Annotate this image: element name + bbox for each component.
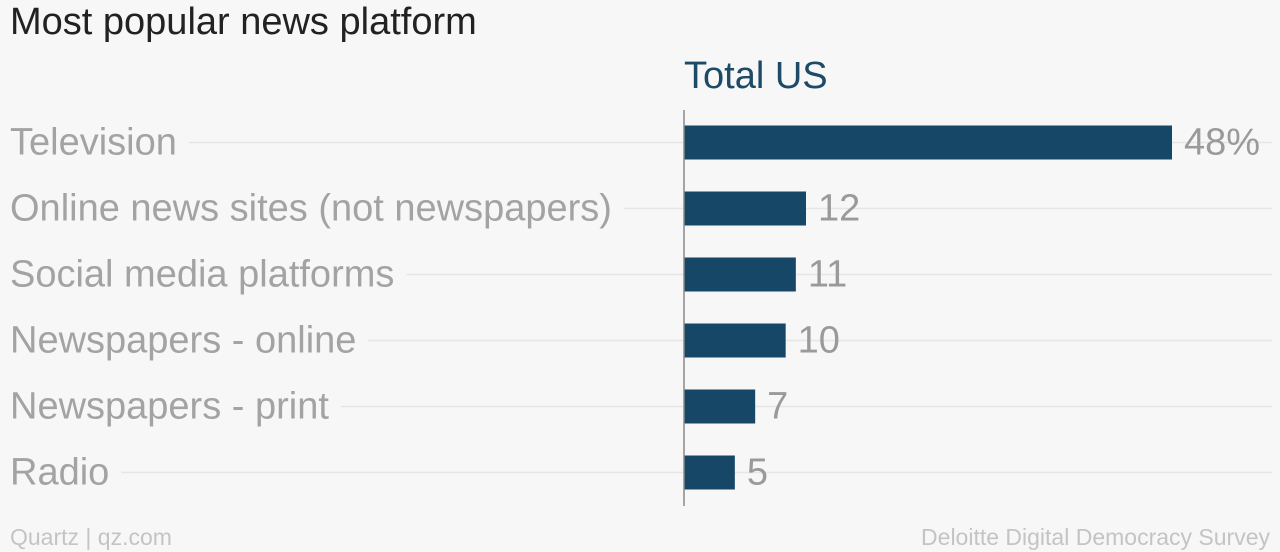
bar (684, 389, 756, 424)
bars (684, 125, 1172, 490)
gridlines (121, 141, 1272, 474)
footer-source-right: Deloitte Digital Democracy Survey (921, 524, 1270, 550)
category-label: Newspapers - print (10, 386, 329, 428)
category-label: Online news sites (not newspapers) (10, 188, 612, 230)
category-labels: Television Online news sites (not newspap… (10, 122, 612, 494)
chart-title: Most popular news platform (10, 1, 477, 43)
bar (684, 323, 786, 358)
value-label: 48% (1184, 122, 1260, 164)
footer-source-left: Quartz | qz.com (10, 524, 172, 550)
category-label: Radio (10, 452, 109, 494)
bar (684, 191, 806, 226)
category-label: Newspapers - online (10, 320, 356, 362)
series-label: Total US (684, 55, 828, 97)
bar (684, 257, 796, 292)
value-label: 10 (798, 320, 840, 362)
bar (684, 125, 1172, 160)
category-label: Social media platforms (10, 254, 394, 296)
value-labels: 48% 12 11 107 5 (747, 122, 1260, 494)
value-label: 5 (747, 452, 768, 494)
value-label: 7 (767, 386, 788, 428)
category-label: Television (10, 122, 177, 164)
bar (684, 455, 735, 490)
value-label: 11 (808, 254, 847, 296)
value-label: 12 (818, 188, 860, 230)
